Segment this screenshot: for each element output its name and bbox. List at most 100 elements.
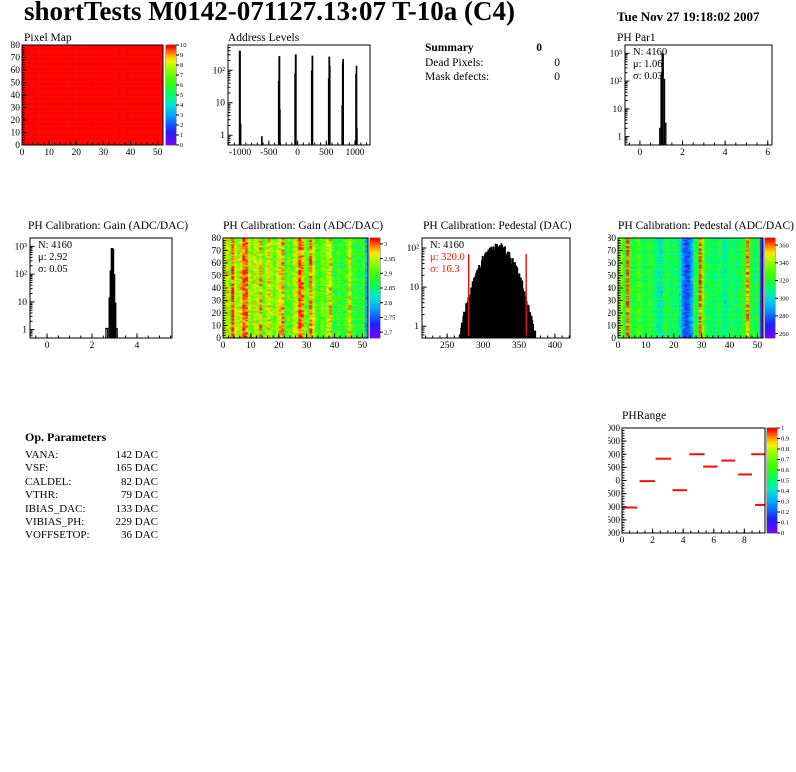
tick-label: 70: [11, 54, 21, 64]
tick-label: 30: [608, 297, 616, 307]
tick-label: 4: [135, 341, 140, 351]
param-label: CALDEL:: [25, 475, 72, 488]
pedestal_map-plot: 0 10 20 30 40 5001020304050607080360340320300…: [608, 234, 789, 351]
y-axis: 0 10 20 30 40 50 60 70 80: [11, 41, 27, 151]
stats-line: N: 4160: [38, 240, 72, 251]
tick-label: 2.7: [384, 329, 393, 336]
tick-label: 40: [126, 148, 136, 158]
op-parameters-title: Op. Parameters: [25, 430, 107, 444]
stats-line: μ: 2.92: [38, 252, 68, 263]
y-axis: 0 10 20 30 40 50 60 70 80: [212, 234, 228, 344]
tick-label: 1: [220, 131, 225, 141]
stats-line: σ: 0.05: [38, 264, 68, 275]
tick-label: 1000: [608, 502, 621, 512]
x-axis: 0 10 20 30 40 50: [221, 333, 369, 351]
tick-label: 10²: [15, 270, 28, 280]
tick-label: -500: [608, 489, 620, 499]
tick-label: 40: [11, 91, 21, 101]
param-value: 82 DAC: [121, 475, 158, 488]
tick-label: 40: [725, 341, 735, 351]
tick-label: 0: [15, 141, 20, 151]
histogram-series: [659, 53, 667, 145]
y-axis: 0 10 20 30 40 50 60 70 80: [608, 234, 623, 344]
tick-label: 0: [616, 476, 621, 486]
op-parameter-row: CALDEL: 82 DAC: [25, 476, 158, 489]
param-value: 142 DAC: [115, 449, 158, 461]
gain-histogram-chart: PH Calibration: Gain (ADC/DAC) 0 2 4 1 10 10²…: [0, 218, 200, 360]
tick-label: 0.2: [781, 509, 789, 516]
tick-label: 2.95: [384, 256, 395, 263]
histogram-series: [238, 50, 358, 145]
y-axis: 1 10 10² 10³: [610, 49, 630, 144]
tick-label: 250: [440, 341, 455, 351]
tick-label: 50: [753, 341, 763, 351]
tick-label: 0.9: [781, 436, 789, 443]
pedestal_map-cells: [618, 238, 763, 338]
tick-label: 10: [11, 129, 21, 139]
param-label: VTHR:: [25, 489, 58, 502]
tick-label: 8: [180, 62, 183, 69]
tick-label: 9: [180, 52, 183, 59]
stats-line: μ: 320.0: [430, 252, 465, 263]
tick-label: 30: [212, 297, 222, 307]
tick-label: 5: [180, 92, 183, 99]
tick-label: 6: [180, 82, 184, 89]
histogram-series: [458, 243, 537, 338]
tick-label: 40: [608, 284, 616, 294]
summary-value: 0: [536, 42, 542, 54]
y-axis: 2000 1500 1000 500 0 -500 1000 1500 2000: [608, 423, 627, 538]
pedestal-histogram-chart: PH Calibration: Pedestal (DAC) 250 300 350…: [408, 218, 600, 360]
tick-label: 20: [669, 341, 679, 351]
op-parameter-row: VANA: 142 DAC: [25, 449, 158, 462]
tick-label: 360: [779, 242, 789, 249]
pixel-map-title: Pixel Map: [24, 32, 72, 44]
x-axis: -1000 -500 0 500 1000: [228, 140, 368, 158]
tick-label: 20: [212, 309, 222, 319]
tick-label: 320: [779, 278, 789, 285]
tick-label: -500: [260, 148, 278, 158]
tick-label: 50: [212, 272, 222, 282]
tick-label: 20: [608, 309, 616, 319]
x-axis: 0 10 20 30 40 50: [20, 140, 164, 158]
tick-label: 60: [212, 259, 222, 269]
tick-label: 4: [723, 148, 728, 158]
dash-series: [622, 453, 765, 509]
tick-label: 2000: [608, 528, 621, 538]
stats-line: μ: 1.06: [633, 59, 663, 70]
param-label: IBIAS_DAC:: [25, 502, 86, 515]
tick-label: 30: [11, 104, 21, 114]
pedestal-histogram-title: PH Calibration: Pedestal (DAC): [423, 220, 572, 232]
plot-frame: [621, 427, 766, 534]
y-axis: 1 10 10²: [408, 244, 427, 336]
stats-line: N: 4160: [633, 47, 667, 58]
tick-label: 7: [180, 72, 184, 79]
tick-label: 340: [779, 260, 789, 267]
tick-label: 80: [11, 41, 21, 51]
tick-label: 2: [180, 122, 183, 129]
ph-range-title: PHRange: [622, 410, 667, 422]
tick-label: 0: [221, 341, 226, 351]
tick-label: 300: [779, 295, 789, 302]
y-axis: 1 10 10² 10³: [15, 242, 35, 337]
tick-label: 30: [99, 148, 109, 158]
tick-label: -1000: [229, 148, 251, 158]
pixel_map-cells: [22, 45, 163, 145]
tick-label: 1: [22, 326, 27, 336]
tick-label: 1000: [608, 449, 621, 459]
tick-label: 10: [641, 341, 651, 351]
colorbar-ticks: 360 340 320 300 280 260: [764, 237, 789, 339]
colorbar: [765, 238, 775, 338]
tick-label: 0: [638, 148, 643, 158]
tick-label: 4: [681, 536, 686, 546]
tick-label: 20: [11, 116, 21, 126]
plot-frame: [617, 237, 764, 339]
tick-label: 10²: [610, 77, 623, 87]
tick-label: 1: [180, 132, 183, 139]
summary-row-label: Dead Pixels:: [425, 57, 484, 69]
pedestal-map-title: PH Calibration: Pedestal (ADC/DAC): [618, 220, 794, 232]
tick-label: 3: [180, 112, 183, 119]
colorbar-ticks: 1 0.9 0.8 0.7 0.6 0.5 0.4 0.3 0.2 0.1 0: [766, 425, 790, 537]
